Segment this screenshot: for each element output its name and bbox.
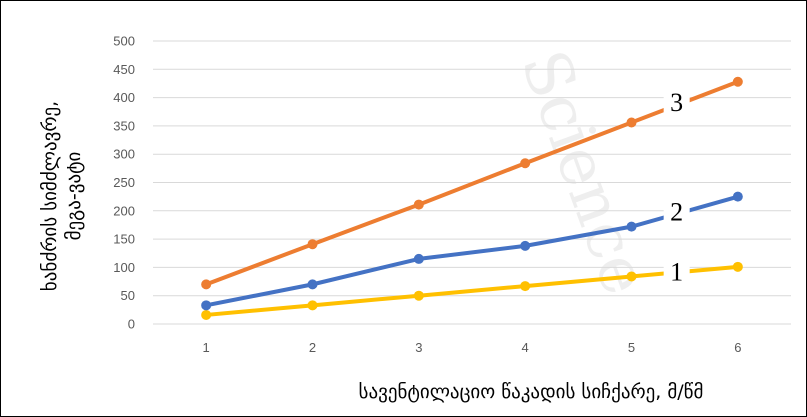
y-tick-label: 50 — [121, 288, 135, 303]
series-line-1 — [204, 264, 740, 317]
data-point-series-3 — [413, 199, 424, 210]
series-label-1: 1 — [670, 258, 683, 287]
watermark: Science — [506, 41, 662, 304]
y-tick-label: 300 — [113, 147, 135, 162]
series-line-2 — [204, 194, 740, 308]
series-label-background — [663, 86, 690, 117]
x-axis-title: სავენტილაციო წაკადის სიჩქარე, მ/წმ — [359, 381, 704, 403]
y-tick-label: 400 — [113, 90, 135, 105]
x-tick-label: 6 — [734, 340, 741, 355]
x-tick-label: 5 — [628, 340, 635, 355]
y-axis-ticks: 0 50 100 150 200 250 300 350 400 450 500 — [113, 34, 135, 332]
series-label-2: 2 — [670, 198, 683, 227]
data-point-series-3 — [201, 279, 212, 290]
svg-text:Science: Science — [506, 41, 662, 304]
data-point-series-2 — [201, 300, 212, 311]
x-tick-label: 4 — [522, 340, 529, 355]
data-point-series-2 — [732, 191, 743, 202]
x-tick-label: 3 — [415, 340, 422, 355]
y-tick-label: 250 — [113, 175, 135, 190]
series-lines — [201, 76, 743, 320]
data-point-series-3 — [626, 117, 637, 128]
y-tick-label: 500 — [113, 34, 135, 49]
y-tick-label: 100 — [113, 260, 135, 275]
y-tick-label: 350 — [113, 118, 135, 133]
y-axis-title: ხანძრის სიმძლავრე, მეგა-ვატი — [39, 101, 85, 291]
y-tick-label: 450 — [113, 62, 135, 77]
y-tick-label: 200 — [113, 203, 135, 218]
data-point-series-2 — [307, 279, 318, 290]
data-point-series-2 — [413, 253, 424, 264]
data-point-series-2 — [626, 221, 637, 232]
data-point-series-1 — [626, 271, 637, 282]
y-axis-title-line1: ხანძრის სიმძლავრე, — [39, 101, 61, 291]
y-tick-label: 0 — [128, 317, 135, 332]
series-label-3: 3 — [670, 88, 683, 117]
y-tick-label: 150 — [113, 232, 135, 247]
data-point-series-1 — [732, 261, 743, 272]
data-point-series-1 — [520, 281, 531, 292]
series-line-3 — [204, 79, 740, 287]
data-point-series-3 — [307, 239, 318, 250]
x-tick-label: 1 — [203, 340, 210, 355]
x-axis-ticks: 1 2 3 4 5 6 — [203, 340, 742, 355]
series-label-background — [663, 195, 690, 226]
data-point-series-1 — [307, 300, 318, 311]
data-point-series-1 — [413, 290, 424, 301]
series-label-background — [663, 255, 690, 286]
y-axis-title-line2: მეგა-ვატი — [63, 152, 85, 241]
series-labels: 1 2 3 — [663, 86, 690, 287]
data-point-series-1 — [201, 309, 212, 320]
data-point-series-2 — [520, 240, 531, 251]
data-point-series-3 — [732, 76, 743, 87]
data-point-series-3 — [520, 158, 531, 169]
x-tick-label: 2 — [309, 340, 316, 355]
